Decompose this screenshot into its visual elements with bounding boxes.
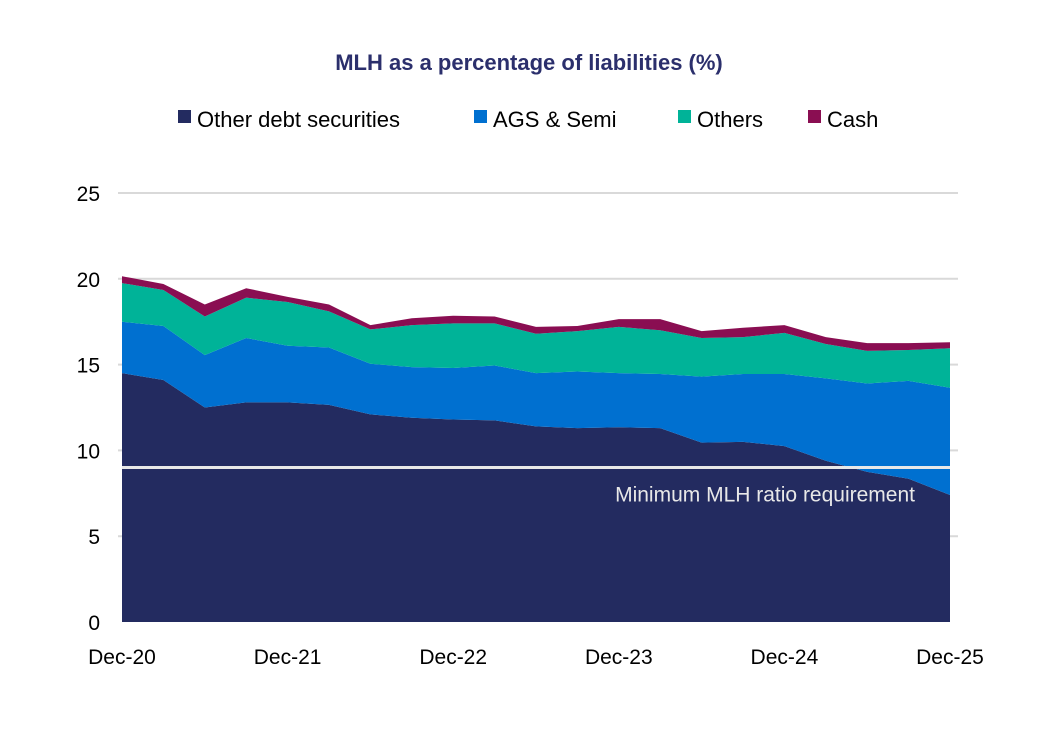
x-tick-label: Dec-22 (419, 646, 487, 669)
x-tick-label: Dec-24 (751, 646, 819, 669)
area-others (122, 283, 950, 388)
area-other-debt-securities (122, 373, 950, 622)
area-ags-semi (122, 321, 950, 496)
legend-label: Cash (827, 107, 878, 132)
x-axis: Dec-20 Dec-21 Dec-22 Dec-23 Dec-24 Dec-25 (88, 646, 984, 669)
y-tick-label: 5 (88, 526, 100, 549)
areas (122, 276, 950, 622)
x-tick-label: Dec-20 (88, 646, 156, 669)
x-tick-label: Dec-25 (916, 646, 984, 669)
y-tick-label: 0 (88, 612, 100, 635)
area-cash (122, 276, 950, 351)
y-tick-label: 25 (77, 183, 100, 206)
legend-label: Others (697, 107, 763, 132)
legend-swatch-2 (678, 110, 691, 123)
x-tick-label: Dec-23 (585, 646, 653, 669)
legend-swatch-0 (178, 110, 191, 123)
legend-swatch-1 (474, 110, 487, 123)
legend-label: AGS & Semi (493, 107, 616, 132)
y-axis: 0 5 10 15 20 25 (77, 183, 100, 635)
y-tick-label: 20 (77, 269, 100, 292)
y-tick-label: 10 (77, 440, 100, 463)
chart-title: MLH as a percentage of liabilities (%) (335, 50, 723, 75)
legend: Other debt securities AGS & Semi Others Cas… (178, 107, 878, 132)
y-tick-label: 15 (77, 355, 100, 378)
x-tick-label: Dec-21 (254, 646, 322, 669)
legend-swatch-3 (808, 110, 821, 123)
annotations: Minimum MLH ratio requirement (122, 466, 950, 507)
legend-label: Other debt securities (197, 107, 400, 132)
minimum-requirement-label: Minimum MLH ratio requirement (615, 484, 915, 507)
